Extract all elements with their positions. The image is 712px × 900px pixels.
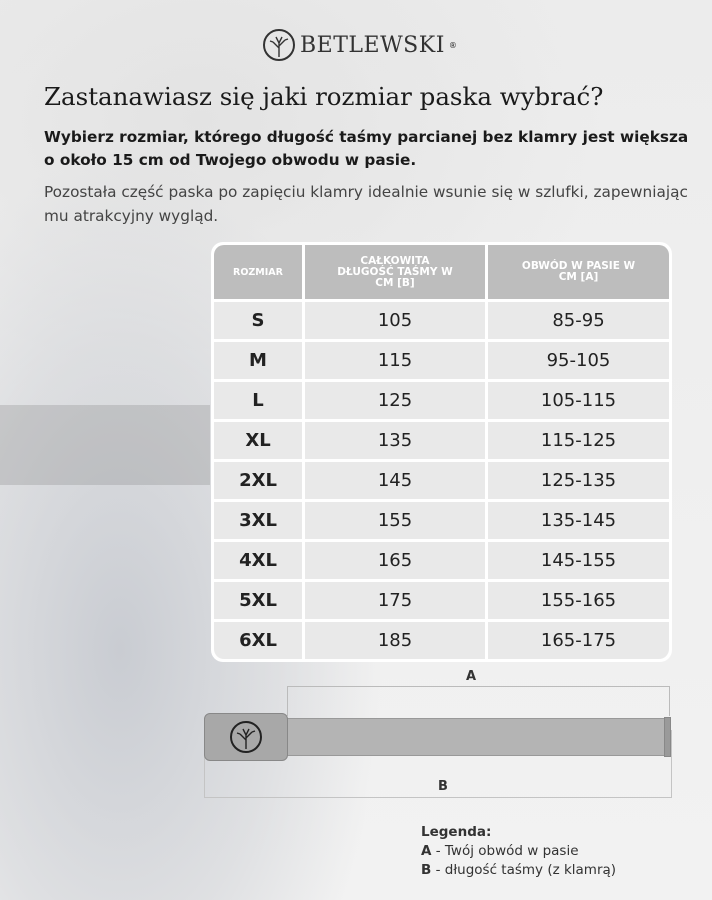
table-row: M 115 95-105 xyxy=(214,342,669,379)
legend-text: - Twój obwód w pasie xyxy=(431,843,579,859)
legend-title: Legenda: xyxy=(421,824,492,840)
legend: Legenda: A - Twój obwód w pasie B - dług… xyxy=(421,823,616,880)
header-waist: OBWÓD W PASIE W CM [A] xyxy=(488,245,669,299)
belt-buckle xyxy=(204,713,288,761)
table-row: 4XL 165 145-155 xyxy=(214,542,669,579)
brand-logo: BETLEWSKI ® xyxy=(262,28,457,62)
size-cell: S xyxy=(214,302,302,339)
waist-cell: 115-125 xyxy=(488,422,669,459)
legend-key: A xyxy=(421,843,432,859)
waist-cell: 165-175 xyxy=(488,622,669,659)
waist-cell: 135-145 xyxy=(488,502,669,539)
brand-name: BETLEWSKI xyxy=(300,32,445,58)
belt-photo xyxy=(0,405,210,485)
table-row: S 105 85-95 xyxy=(214,302,669,339)
label-b: B xyxy=(438,779,448,794)
table-row: 6XL 185 165-175 xyxy=(214,622,669,659)
legend-text: - długość taśmy (z klamrą) xyxy=(431,862,617,878)
size-cell: 3XL xyxy=(214,502,302,539)
legend-item-a: A - Twój obwód w pasie xyxy=(421,842,616,861)
waist-cell: 105-115 xyxy=(488,382,669,419)
header-size: ROZMIAR xyxy=(214,245,302,299)
dimension-a-line xyxy=(287,686,670,716)
label-a: A xyxy=(466,669,477,684)
table-row: 5XL 175 155-165 xyxy=(214,582,669,619)
size-cell: 5XL xyxy=(214,582,302,619)
length-cell: 175 xyxy=(305,582,485,619)
belt-tip xyxy=(664,717,671,757)
waist-cell: 155-165 xyxy=(488,582,669,619)
table-row: L 125 105-115 xyxy=(214,382,669,419)
header-length: CAŁKOWITA DŁUGOŚĆ TAŚMY W CM [B] xyxy=(305,245,485,299)
length-cell: 115 xyxy=(305,342,485,379)
tree-logo-icon xyxy=(230,721,262,753)
length-cell: 185 xyxy=(305,622,485,659)
legend-item-b: B - długość taśmy (z klamrą) xyxy=(421,861,616,880)
size-cell: M xyxy=(214,342,302,379)
waist-cell: 145-155 xyxy=(488,542,669,579)
page-title: Zastanawiasz się jaki rozmiar paska wybr… xyxy=(44,82,604,111)
waist-cell: 85-95 xyxy=(488,302,669,339)
size-cell: 4XL xyxy=(214,542,302,579)
length-cell: 155 xyxy=(305,502,485,539)
size-cell: 6XL xyxy=(214,622,302,659)
dimension-b-line xyxy=(204,730,672,798)
length-cell: 165 xyxy=(305,542,485,579)
tree-logo-icon xyxy=(263,29,295,61)
length-cell: 125 xyxy=(305,382,485,419)
waist-cell: 95-105 xyxy=(488,342,669,379)
length-cell: 105 xyxy=(305,302,485,339)
legend-key: B xyxy=(421,862,432,878)
table-row: 2XL 145 125-135 xyxy=(214,462,669,499)
size-cell: XL xyxy=(214,422,302,459)
intro-text: Pozostała część paska po zapięciu klamry… xyxy=(44,183,688,225)
registered-mark: ® xyxy=(448,40,457,50)
table-row: XL 135 115-125 xyxy=(214,422,669,459)
length-cell: 145 xyxy=(305,462,485,499)
size-cell: 2XL xyxy=(214,462,302,499)
intro-bold: Wybierz rozmiar, którego długość taśmy p… xyxy=(44,128,689,169)
size-table: ROZMIAR CAŁKOWITA DŁUGOŚĆ TAŚMY W CM [B]… xyxy=(211,242,672,662)
waist-cell: 125-135 xyxy=(488,462,669,499)
table-row: 3XL 155 135-145 xyxy=(214,502,669,539)
length-cell: 135 xyxy=(305,422,485,459)
belt-strap xyxy=(287,718,665,756)
size-cell: L xyxy=(214,382,302,419)
